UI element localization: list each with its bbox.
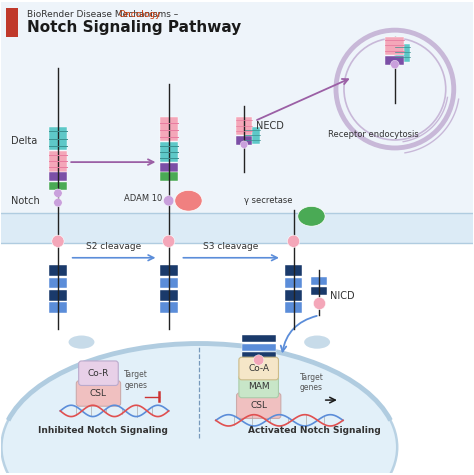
FancyBboxPatch shape [160,277,178,288]
Text: Activated Notch Signaling: Activated Notch Signaling [248,426,381,435]
FancyBboxPatch shape [49,151,67,171]
Ellipse shape [69,335,94,349]
Text: CSL: CSL [250,401,267,410]
Text: Target
genes: Target genes [300,373,323,392]
FancyBboxPatch shape [49,182,67,190]
FancyBboxPatch shape [284,302,302,313]
FancyBboxPatch shape [160,302,178,313]
Circle shape [163,235,175,247]
FancyBboxPatch shape [49,266,67,276]
FancyBboxPatch shape [385,56,404,65]
Text: Notch: Notch [11,196,39,206]
Text: S2 cleavage: S2 cleavage [86,242,141,251]
Text: Delta: Delta [11,136,37,146]
FancyBboxPatch shape [239,375,278,398]
FancyBboxPatch shape [1,2,473,214]
FancyBboxPatch shape [160,290,178,301]
FancyBboxPatch shape [160,163,178,171]
Circle shape [240,141,248,149]
FancyBboxPatch shape [239,357,278,380]
Ellipse shape [175,190,202,211]
FancyBboxPatch shape [385,37,404,55]
Ellipse shape [1,343,397,475]
Text: BioRender Disease Mechanisms –: BioRender Disease Mechanisms – [27,10,182,19]
Ellipse shape [304,335,330,349]
FancyBboxPatch shape [284,266,302,276]
FancyBboxPatch shape [79,361,118,386]
Text: NICD: NICD [330,291,355,302]
Circle shape [54,199,62,207]
FancyBboxPatch shape [236,136,252,145]
Text: Oncology: Oncology [118,10,161,19]
FancyBboxPatch shape [49,127,67,150]
Text: ADAM 10: ADAM 10 [124,194,162,203]
Text: Inhibited Notch Signaling: Inhibited Notch Signaling [38,426,168,435]
Circle shape [254,355,264,365]
FancyBboxPatch shape [311,276,328,285]
FancyBboxPatch shape [160,142,178,162]
Circle shape [391,60,399,69]
Circle shape [54,189,62,198]
FancyBboxPatch shape [311,286,328,295]
Text: NECD: NECD [256,121,284,131]
FancyBboxPatch shape [6,8,18,37]
FancyBboxPatch shape [242,343,276,351]
FancyBboxPatch shape [242,335,276,342]
Text: MAM: MAM [248,382,270,391]
FancyBboxPatch shape [49,172,67,181]
Circle shape [287,235,300,247]
FancyBboxPatch shape [242,352,276,359]
Text: Co-A: Co-A [248,364,269,373]
FancyBboxPatch shape [49,302,67,313]
FancyBboxPatch shape [49,290,67,301]
Ellipse shape [298,207,325,226]
FancyBboxPatch shape [284,277,302,288]
Text: Co-R: Co-R [88,369,109,378]
Circle shape [52,235,64,247]
FancyBboxPatch shape [160,266,178,276]
Circle shape [313,297,326,310]
FancyBboxPatch shape [49,277,67,288]
Text: Receptor endocytosis: Receptor endocytosis [328,130,419,139]
FancyBboxPatch shape [246,127,260,144]
FancyBboxPatch shape [160,172,178,181]
FancyBboxPatch shape [236,117,252,135]
Text: γ secretase: γ secretase [244,196,292,205]
FancyBboxPatch shape [76,381,120,406]
Circle shape [164,196,174,206]
Text: Target
genes: Target genes [124,370,147,390]
FancyBboxPatch shape [160,117,178,141]
FancyBboxPatch shape [237,393,281,418]
Text: S3 cleavage: S3 cleavage [203,242,259,251]
FancyBboxPatch shape [395,44,410,62]
Text: Notch Signaling Pathway: Notch Signaling Pathway [27,20,242,35]
FancyBboxPatch shape [1,213,473,243]
FancyBboxPatch shape [284,290,302,301]
Text: CSL: CSL [90,389,107,398]
